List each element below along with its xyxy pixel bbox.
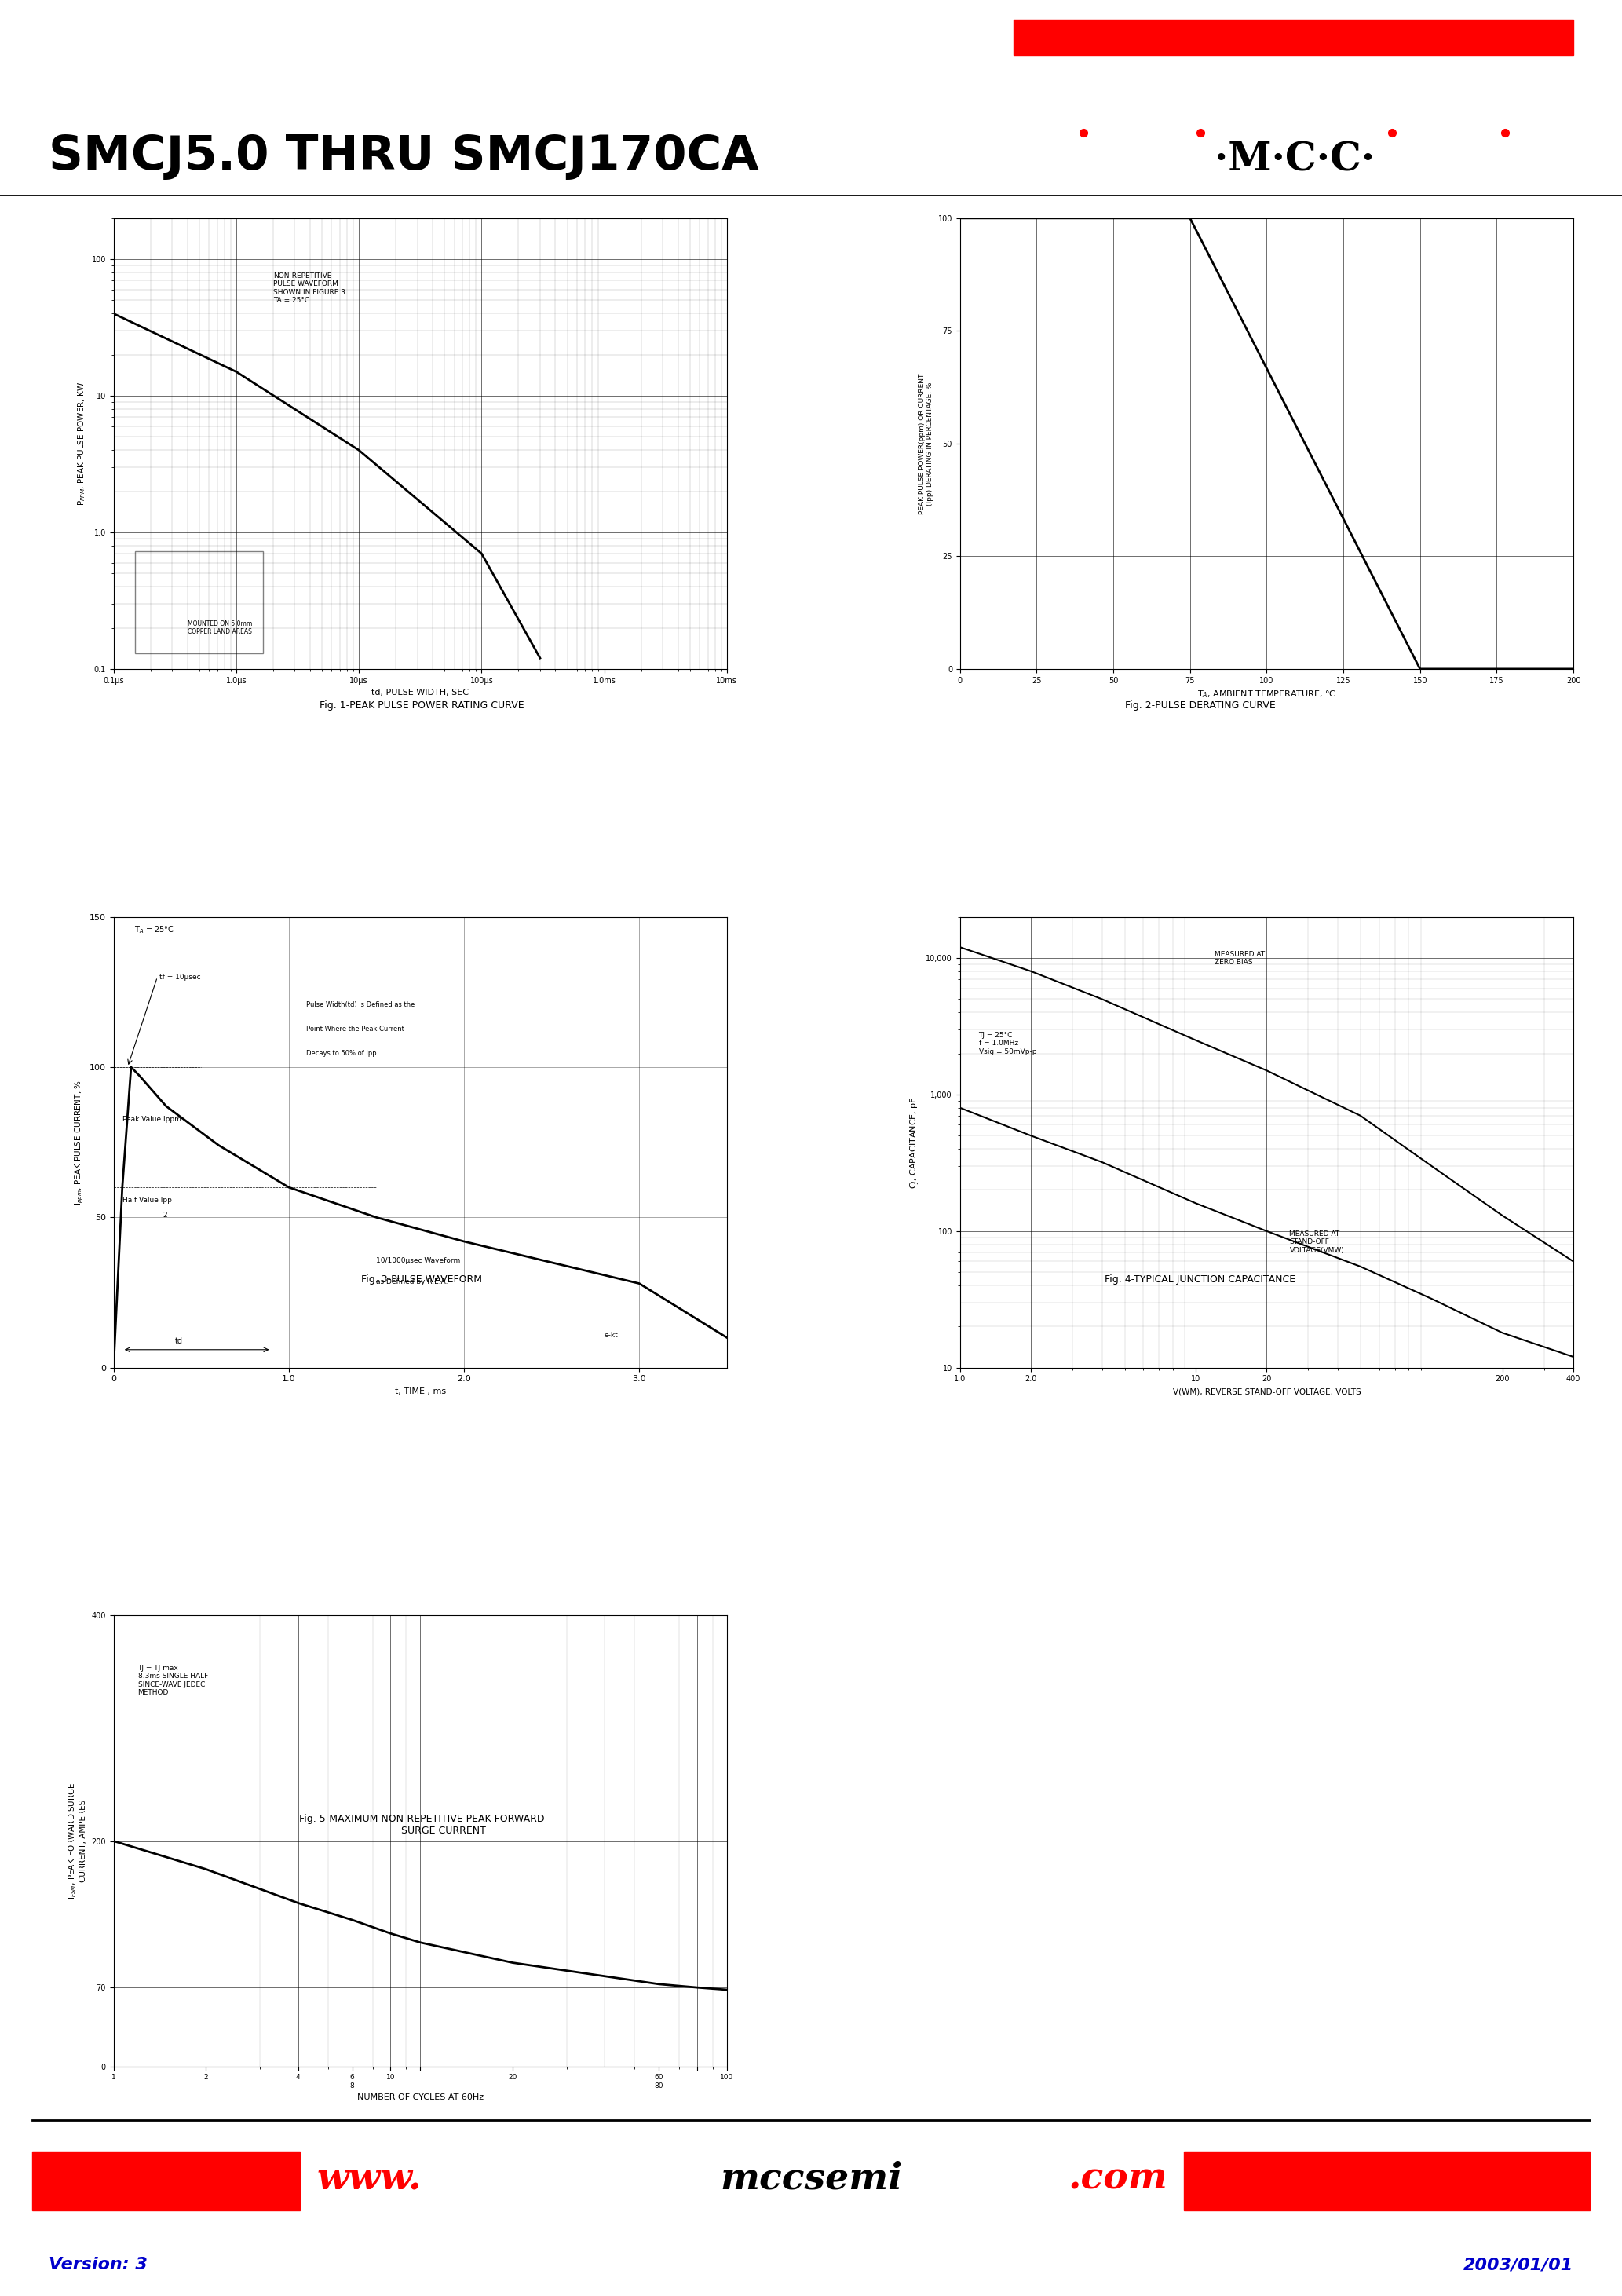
Text: as Defined by R.E.A.: as Defined by R.E.A. — [376, 1279, 448, 1286]
Text: Decays to 50% of Ipp: Decays to 50% of Ipp — [307, 1049, 376, 1056]
Y-axis label: I$_{ppm}$, PEAK PULSE CURRENT, %: I$_{ppm}$, PEAK PULSE CURRENT, % — [73, 1079, 84, 1205]
Y-axis label: P$_{PPM}$, PEAK PULSE POWER, KW: P$_{PPM}$, PEAK PULSE POWER, KW — [76, 381, 88, 505]
Text: .com: .com — [1069, 2161, 1168, 2197]
Text: 2: 2 — [162, 1212, 167, 1219]
Text: Peak Value Ippm: Peak Value Ippm — [122, 1116, 182, 1123]
Text: td: td — [175, 1336, 183, 1345]
Text: Half Value Ipp: Half Value Ipp — [122, 1196, 172, 1203]
Text: Fig. 2-PULSE DERATING CURVE: Fig. 2-PULSE DERATING CURVE — [1126, 700, 1275, 709]
Y-axis label: C$_J$, CAPACITANCE, pF: C$_J$, CAPACITANCE, pF — [908, 1095, 921, 1189]
Text: www.: www. — [316, 2161, 422, 2197]
Text: Fig. 4-TYPICAL JUNCTION CAPACITANCE: Fig. 4-TYPICAL JUNCTION CAPACITANCE — [1105, 1274, 1296, 1283]
Bar — [32, 2151, 300, 2211]
Text: mccsemi: mccsemi — [720, 2161, 902, 2197]
Text: Version: 3: Version: 3 — [49, 2257, 148, 2273]
Text: MEASURED AT
STAND-OFF
VOLTAGE(VMW): MEASURED AT STAND-OFF VOLTAGE(VMW) — [1289, 1231, 1345, 1254]
Text: TJ = 25°C
f = 1.0MHz
Vsig = 50mVp-p: TJ = 25°C f = 1.0MHz Vsig = 50mVp-p — [978, 1031, 1036, 1054]
X-axis label: T$_A$, AMBIENT TEMPERATURE, °C: T$_A$, AMBIENT TEMPERATURE, °C — [1197, 689, 1337, 700]
Text: SMCJ5.0 THRU SMCJ170CA: SMCJ5.0 THRU SMCJ170CA — [49, 133, 759, 179]
Text: tf = 10μsec: tf = 10μsec — [159, 974, 201, 980]
Bar — [1184, 2151, 1590, 2211]
Text: 10/1000μsec Waveform: 10/1000μsec Waveform — [376, 1256, 461, 1265]
X-axis label: V(WM), REVERSE STAND-OFF VOLTAGE, VOLTS: V(WM), REVERSE STAND-OFF VOLTAGE, VOLTS — [1173, 1387, 1361, 1396]
X-axis label: NUMBER OF CYCLES AT 60Hz: NUMBER OF CYCLES AT 60Hz — [357, 2094, 483, 2101]
Y-axis label: I$_{FSM}$, PEAK FORWARD SURGE
CURRENT, AMPERES: I$_{FSM}$, PEAK FORWARD SURGE CURRENT, A… — [67, 1782, 88, 1899]
Text: Fig. 1-PEAK PULSE POWER RATING CURVE: Fig. 1-PEAK PULSE POWER RATING CURVE — [320, 700, 524, 709]
Text: MOUNTED ON 5.0mm
COPPER LAND AREAS: MOUNTED ON 5.0mm COPPER LAND AREAS — [188, 620, 251, 636]
Text: Pulse Width(td) is Defined as the: Pulse Width(td) is Defined as the — [307, 1001, 415, 1008]
X-axis label: td, PULSE WIDTH, SEC: td, PULSE WIDTH, SEC — [371, 689, 469, 696]
Text: TJ = TJ max
8.3ms SINGLE HALF
SINCE-WAVE JEDEC
METHOD: TJ = TJ max 8.3ms SINGLE HALF SINCE-WAVE… — [138, 1665, 208, 1697]
Text: Fig. 3-PULSE WAVEFORM: Fig. 3-PULSE WAVEFORM — [362, 1274, 482, 1283]
Text: Point Where the Peak Current: Point Where the Peak Current — [307, 1026, 404, 1033]
X-axis label: t, TIME , ms: t, TIME , ms — [394, 1387, 446, 1396]
Text: 2003/01/01: 2003/01/01 — [1463, 2257, 1573, 2273]
Text: T$_A$ = 25°C: T$_A$ = 25°C — [135, 923, 175, 934]
Text: ·M·C·C·: ·M·C·C· — [1215, 140, 1374, 179]
Text: MEASURED AT
ZERO BIAS: MEASURED AT ZERO BIAS — [1215, 951, 1265, 967]
Text: NON-REPETITIVE
PULSE WAVEFORM
SHOWN IN FIGURE 3
TA = 25°C: NON-REPETITIVE PULSE WAVEFORM SHOWN IN F… — [272, 273, 345, 303]
Text: Fig. 5-MAXIMUM NON-REPETITIVE PEAK FORWARD
              SURGE CURRENT: Fig. 5-MAXIMUM NON-REPETITIVE PEAK FORWA… — [298, 1814, 545, 1837]
Y-axis label: PEAK PULSE POWER(ppm) OR CURRENT
(Ipp) DERATING IN PERCENTAGE, %: PEAK PULSE POWER(ppm) OR CURRENT (Ipp) D… — [918, 372, 934, 514]
Text: e-kt: e-kt — [605, 1332, 618, 1339]
Bar — [1014, 18, 1573, 55]
Bar — [135, 551, 263, 654]
